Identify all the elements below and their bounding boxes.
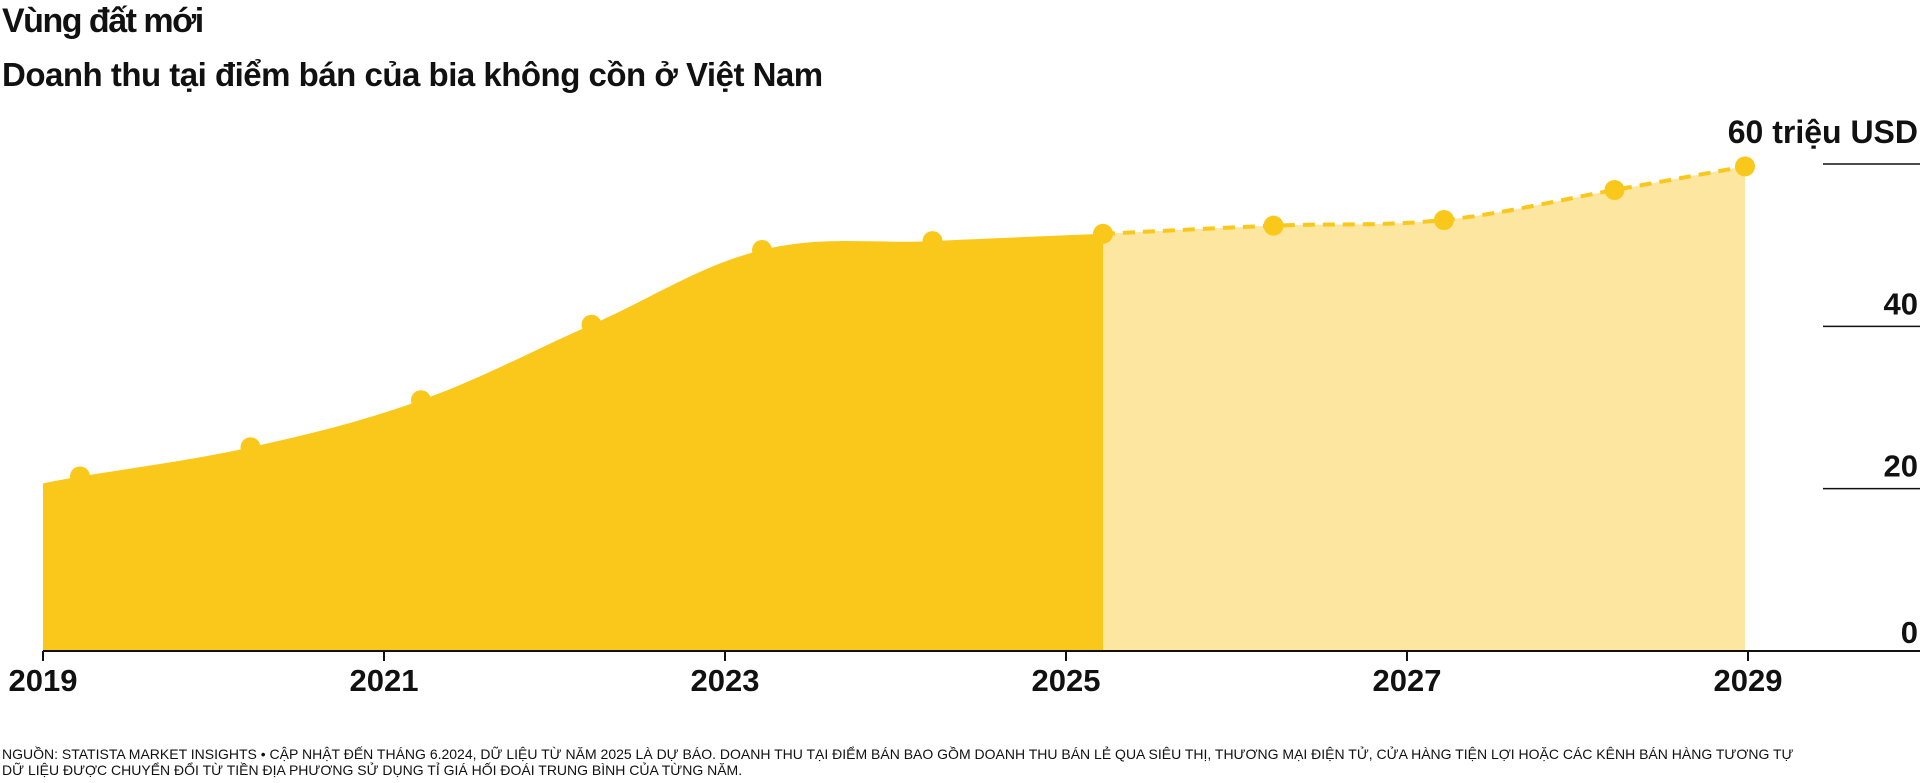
x-tick-label-2023: 2023 <box>691 663 760 698</box>
data-point-2022 <box>581 314 602 335</box>
area-layer <box>43 166 1745 651</box>
x-tick-label-2019: 2019 <box>9 663 78 698</box>
y-tick-label-40: 40 <box>1884 286 1918 321</box>
y-axis: 0 20 40 60 triệu USD <box>1728 114 1920 650</box>
data-point-2027 <box>1434 210 1454 231</box>
data-point-2021 <box>411 390 431 411</box>
footnote-line-2: DỮ LIỆU ĐƯỢC CHUYỂN ĐỔI TỪ TIỀN ĐỊA PHƯƠ… <box>2 762 743 778</box>
data-point-2020 <box>240 437 261 458</box>
x-tick-label-2021: 2021 <box>350 663 419 698</box>
actual-area <box>43 233 1103 651</box>
footnote-line-1: NGUỒN: STATISTA MARKET INSIGHTS • CẬP NH… <box>2 746 1794 762</box>
forecast-area <box>1103 166 1745 651</box>
x-tick-label-2025: 2025 <box>1032 663 1101 698</box>
x-tick-label-2027: 2027 <box>1373 663 1442 698</box>
x-tick-label-2029: 2029 <box>1714 663 1783 698</box>
data-point-2023 <box>752 240 772 261</box>
data-point-layer <box>70 156 1755 487</box>
x-axis: 2019 2021 2023 2025 2027 2029 <box>9 650 1920 698</box>
data-point-2029 <box>1735 156 1755 177</box>
data-point-2019 <box>70 466 90 487</box>
chart-subtitle: Doanh thu tại điểm bán của bia không cồn… <box>2 56 823 93</box>
source-footnote: NGUỒN: STATISTA MARKET INSIGHTS • CẬP NH… <box>2 746 1794 778</box>
chart-title: Vùng đất mới <box>2 2 204 40</box>
data-point-2024 <box>922 231 943 252</box>
data-point-2025 <box>1093 223 1113 244</box>
data-point-2026 <box>1263 215 1284 236</box>
y-tick-label-0: 0 <box>1901 615 1918 650</box>
y-tick-label-60: 60 triệu USD <box>1728 114 1918 150</box>
y-tick-label-20: 20 <box>1884 449 1918 484</box>
data-point-2028 <box>1604 179 1625 200</box>
